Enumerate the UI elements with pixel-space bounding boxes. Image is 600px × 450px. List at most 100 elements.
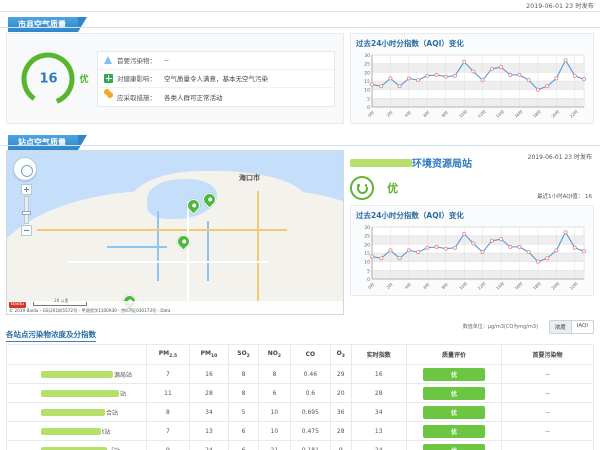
map-marker-station[interactable]: [184, 196, 203, 216]
svg-text:14时: 14时: [494, 108, 505, 119]
table-row[interactable]: 源局站 7 16 8 8 0.46 29 16 优 --: [6, 364, 594, 384]
cell-index: 24: [350, 440, 407, 450]
zoom-slider-thumb[interactable]: [21, 211, 31, 215]
cell-so2: 8: [227, 383, 260, 403]
station-detail-panel: 环境资源局站 2019-06-01 23 时发布 优 最近1小时AQI值： 16…: [350, 150, 594, 315]
map-scale-bar: 20 公里: [33, 298, 88, 306]
svg-text:30: 30: [364, 53, 370, 59]
cell-station-name: t站: [6, 421, 147, 441]
station-section-tab[interactable]: 站点空气质量: [8, 135, 87, 150]
toggle-option-concentration[interactable]: 浓度: [549, 321, 571, 333]
cell-primary-pollutant: --: [501, 440, 594, 450]
baidu-logo[interactable]: Baidu: [9, 302, 26, 308]
col-o3: O3: [330, 344, 352, 365]
map-marker-station[interactable]: [200, 190, 219, 210]
cell-co: 0.6: [289, 383, 332, 403]
svg-text:5: 5: [367, 268, 370, 274]
map-attribution: Baidu 20 公里 © 2019 Baidu - GS(2018)5572号…: [7, 298, 343, 314]
svg-text:10: 10: [364, 260, 370, 266]
unit-toggle[interactable]: 浓度 IAQI: [548, 320, 594, 334]
svg-text:16时: 16时: [513, 280, 524, 291]
cell-index: 28: [350, 383, 407, 403]
info-label: 首要污染物：: [117, 57, 156, 65]
zoom-in-icon[interactable]: [20, 184, 32, 195]
green-plus-icon: [104, 73, 113, 83]
map-pan-control[interactable]: [13, 157, 37, 181]
cell-co: 0.695: [289, 402, 332, 422]
city-aqi-trend-chart: 0 5 10 15 20 25 30 0时 2时 4时 6时 8时 10时 12时 14时 16时 18时 20时…: [356, 51, 588, 121]
station-name: 环境资源局站: [412, 159, 472, 170]
cell-o3: 9: [330, 440, 352, 450]
map-river: [207, 221, 209, 281]
station-name-text: 合站: [106, 409, 119, 417]
cell-no2: 8: [258, 364, 291, 384]
cell-index: 16: [350, 364, 407, 384]
zoom-out-icon[interactable]: [20, 225, 32, 236]
svg-text:6时: 6时: [422, 109, 431, 118]
map-zoom-control[interactable]: [20, 184, 32, 236]
cell-pm10: 13: [188, 421, 230, 441]
svg-text:4时: 4时: [403, 109, 412, 118]
aqi-line-chart-svg: 0 5 10 15 20 25 30 0时 2时 4时 6时 8时 10时 12时 14时 16时 18时 20时…: [364, 53, 586, 119]
cell-pm10: 16: [188, 364, 230, 384]
status-badge: 优: [423, 367, 485, 381]
svg-text:6时: 6时: [422, 281, 431, 290]
cell-rating: 优: [406, 421, 502, 441]
publish-date: 2019-06-01 23 时发布: [526, 3, 594, 10]
cell-index: 13: [350, 421, 407, 441]
station-name-text: 源局站: [114, 371, 133, 379]
info-row-recommended-action: 应采取措施： 各类人群可正常活动: [98, 88, 334, 106]
cell-no2: 10: [258, 402, 291, 422]
cell-rating: 优: [406, 383, 502, 403]
status-badge: 优: [423, 424, 485, 438]
header-rule: [0, 27, 600, 28]
status-badge: 优: [423, 386, 485, 400]
chart-title: 过去24小时分指数（AQI）变化: [356, 39, 464, 48]
svg-text:20: 20: [364, 242, 370, 248]
svg-text:15: 15: [364, 251, 370, 257]
svg-text:0时: 0时: [366, 109, 375, 118]
svg-text:10时: 10时: [457, 280, 468, 291]
station-publish-date: 2019-06-01 23 时发布: [527, 154, 592, 161]
svg-text:4时: 4时: [403, 281, 412, 290]
table-row[interactable]: t站 7 13 6 10 0.475 28 13 优 --: [6, 421, 594, 441]
cell-so2: 5: [227, 402, 260, 422]
station-pollutant-table: PM2.5 PM10 SO2 NO2 CO O3 实时指数 质量评价 首要污染物…: [6, 344, 594, 450]
station-map[interactable]: 海口市 Baidu 20 公里 © 20: [6, 150, 344, 315]
zoom-slider-track[interactable]: [21, 196, 31, 224]
map-highway: [257, 191, 259, 301]
svg-text:0: 0: [367, 105, 370, 111]
table-row[interactable]: 「站9246210.181924优--: [6, 440, 594, 450]
map-highway: [37, 229, 287, 231]
cell-co: 0.181: [289, 440, 332, 450]
map-road: [67, 261, 267, 263]
city-section-tab[interactable]: 市县空气质量: [8, 17, 87, 32]
map-river: [107, 246, 167, 248]
svg-text:2时: 2时: [385, 281, 394, 290]
table-row[interactable]: 站 11 28 8 6 0.6 20 28 优 --: [6, 383, 594, 403]
map-city-label: 海口市: [239, 174, 260, 182]
svg-text:10: 10: [364, 88, 370, 94]
svg-text:25: 25: [364, 62, 370, 68]
map-marker-station[interactable]: [174, 232, 193, 252]
svg-text:15: 15: [364, 79, 370, 85]
info-value: 各类人群可正常活动: [164, 93, 223, 102]
col-pm25: PM2.5: [146, 344, 190, 365]
cell-so2: 8: [227, 364, 260, 384]
map-scale-label: 20 公里: [54, 298, 69, 304]
table-body: 源局站 7 16 8 8 0.46 29 16 优 -- 站 11 28 8 6 0.6 20 28 优 -- 合站 8 3…: [6, 364, 594, 450]
map-controls[interactable]: [13, 157, 39, 236]
donut-arc-icon: [21, 52, 75, 105]
cell-pm10: 28: [188, 383, 230, 403]
svg-text:22时: 22时: [568, 108, 579, 119]
svg-text:12时: 12时: [476, 280, 487, 291]
cell-so2: 6: [227, 421, 260, 441]
cell-co: 0.475: [289, 421, 332, 441]
col-co: CO: [289, 344, 332, 365]
top-bar: 2019-06-01 23 时发布: [0, 0, 600, 12]
cell-station-name: 源局站: [6, 364, 147, 384]
table-row[interactable]: 合站 8 34 5 10 0.695 36 34 优 --: [6, 402, 594, 422]
cell-rating: 优: [406, 364, 502, 384]
toggle-option-iaqi[interactable]: IAQI: [570, 321, 593, 333]
cell-pm10: 34: [188, 402, 230, 422]
